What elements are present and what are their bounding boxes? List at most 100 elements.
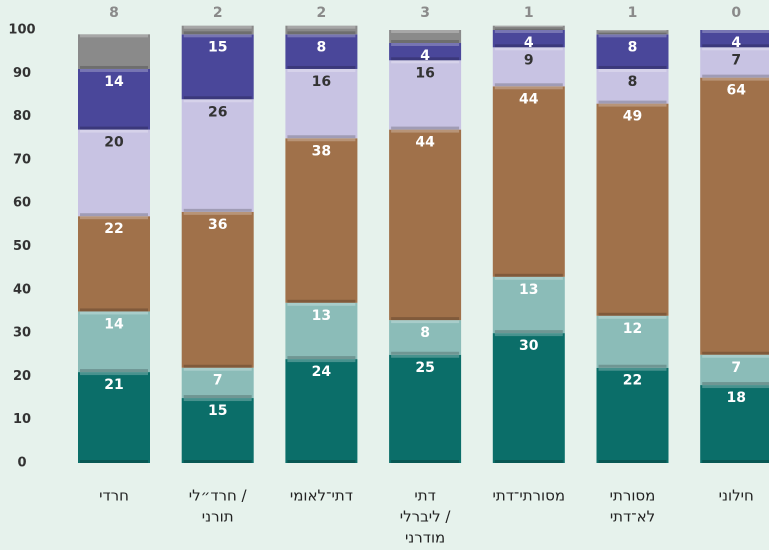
bevel: [183, 398, 252, 402]
bevel: [598, 315, 667, 319]
y-tick-label: 80: [13, 109, 31, 124]
bevel: [494, 276, 563, 280]
bar-segment: [78, 68, 150, 130]
data-label: 7: [731, 360, 741, 376]
bevel: [80, 68, 148, 72]
bevel: [80, 372, 148, 376]
bevel: [183, 25, 252, 29]
y-tick-label: 90: [13, 66, 31, 81]
data-label: 22: [623, 373, 642, 389]
data-label: 20: [104, 135, 124, 151]
bar-segment: [285, 302, 358, 360]
bar-segment: [181, 398, 254, 463]
data-label: 24: [312, 364, 332, 380]
bevel: [702, 77, 769, 81]
x-tick-label: לא־דתי: [610, 508, 655, 526]
bevel: [391, 42, 460, 46]
y-tick-label: 40: [13, 282, 31, 297]
bevel: [598, 364, 667, 368]
bar-segment: [181, 99, 254, 212]
bevel: [494, 47, 563, 51]
data-label: 13: [312, 308, 331, 324]
data-label: 16: [415, 65, 434, 81]
bevel: [183, 367, 252, 371]
data-label: 13: [519, 282, 538, 298]
bar-segment: [596, 367, 669, 463]
bevel: [391, 60, 460, 64]
data-label: 15: [208, 39, 227, 55]
bevel: [183, 211, 252, 215]
bevel: [183, 99, 252, 103]
bar-segment: [78, 216, 150, 312]
bevel: [183, 31, 252, 35]
bevel: [494, 460, 563, 463]
bar-segment: [492, 333, 565, 463]
bar-segment: [700, 385, 769, 463]
data-label: 44: [519, 91, 539, 107]
bevel: [702, 354, 769, 358]
y-tick-label: 70: [13, 152, 31, 167]
data-label: 21: [104, 377, 123, 393]
data-label: 44: [415, 135, 435, 151]
bevel: [598, 65, 667, 69]
data-label: 1: [524, 5, 534, 21]
x-tick-label: תורני: [202, 508, 234, 526]
x-tick-label: חרדי: [99, 487, 129, 505]
bar-segment: [181, 367, 254, 399]
bevel: [391, 126, 460, 130]
data-label: 8: [109, 5, 119, 21]
bar-segment: [78, 34, 150, 69]
bevel: [702, 44, 769, 48]
data-label: 0: [731, 5, 741, 21]
y-tick-label: 100: [8, 23, 35, 38]
bevel: [391, 30, 460, 33]
bevel: [80, 213, 148, 217]
bevel: [494, 25, 563, 29]
bevel: [598, 460, 667, 463]
data-label: 8: [628, 39, 638, 55]
bar-segment: [596, 30, 669, 35]
bevel: [494, 333, 563, 337]
bevel: [183, 460, 252, 463]
bar-segment: [492, 47, 565, 87]
bar-segment: [285, 359, 358, 463]
bevel: [287, 356, 356, 360]
bar-segment: [700, 47, 769, 78]
data-label: 16: [312, 74, 331, 90]
bar-segment: [389, 60, 462, 130]
bar-segment: [596, 315, 669, 368]
y-tick-label: 30: [13, 326, 31, 341]
bevel: [391, 460, 460, 463]
bar-segment: [285, 34, 358, 69]
data-label: 15: [208, 403, 227, 419]
bevel: [702, 385, 769, 389]
data-label: 22: [104, 221, 123, 237]
bevel: [391, 57, 460, 61]
y-tick-label: 10: [13, 412, 31, 427]
bevel: [702, 460, 769, 463]
bar-segment: [389, 354, 462, 463]
bevel: [494, 27, 563, 30]
bar-segment: [700, 30, 769, 48]
y-tick-label: 20: [13, 369, 31, 384]
data-label: 7: [731, 52, 741, 68]
x-tick-label: ליברלי /: [400, 508, 452, 526]
bevel: [183, 395, 252, 399]
bevel: [287, 359, 356, 363]
bevel: [598, 68, 667, 72]
data-label: 38: [312, 143, 331, 159]
bevel: [80, 129, 148, 133]
bevel: [80, 126, 148, 130]
bevel: [287, 31, 356, 35]
bar-segment: [181, 211, 254, 368]
bevel: [494, 330, 563, 334]
bevel: [391, 354, 460, 358]
bevel: [80, 216, 148, 220]
data-label: 8: [420, 325, 430, 341]
bevel: [702, 351, 769, 355]
data-label: 8: [628, 74, 638, 90]
bevel: [183, 364, 252, 368]
bevel: [494, 86, 563, 90]
x-tick-label: דתי־לאומי: [290, 487, 353, 505]
